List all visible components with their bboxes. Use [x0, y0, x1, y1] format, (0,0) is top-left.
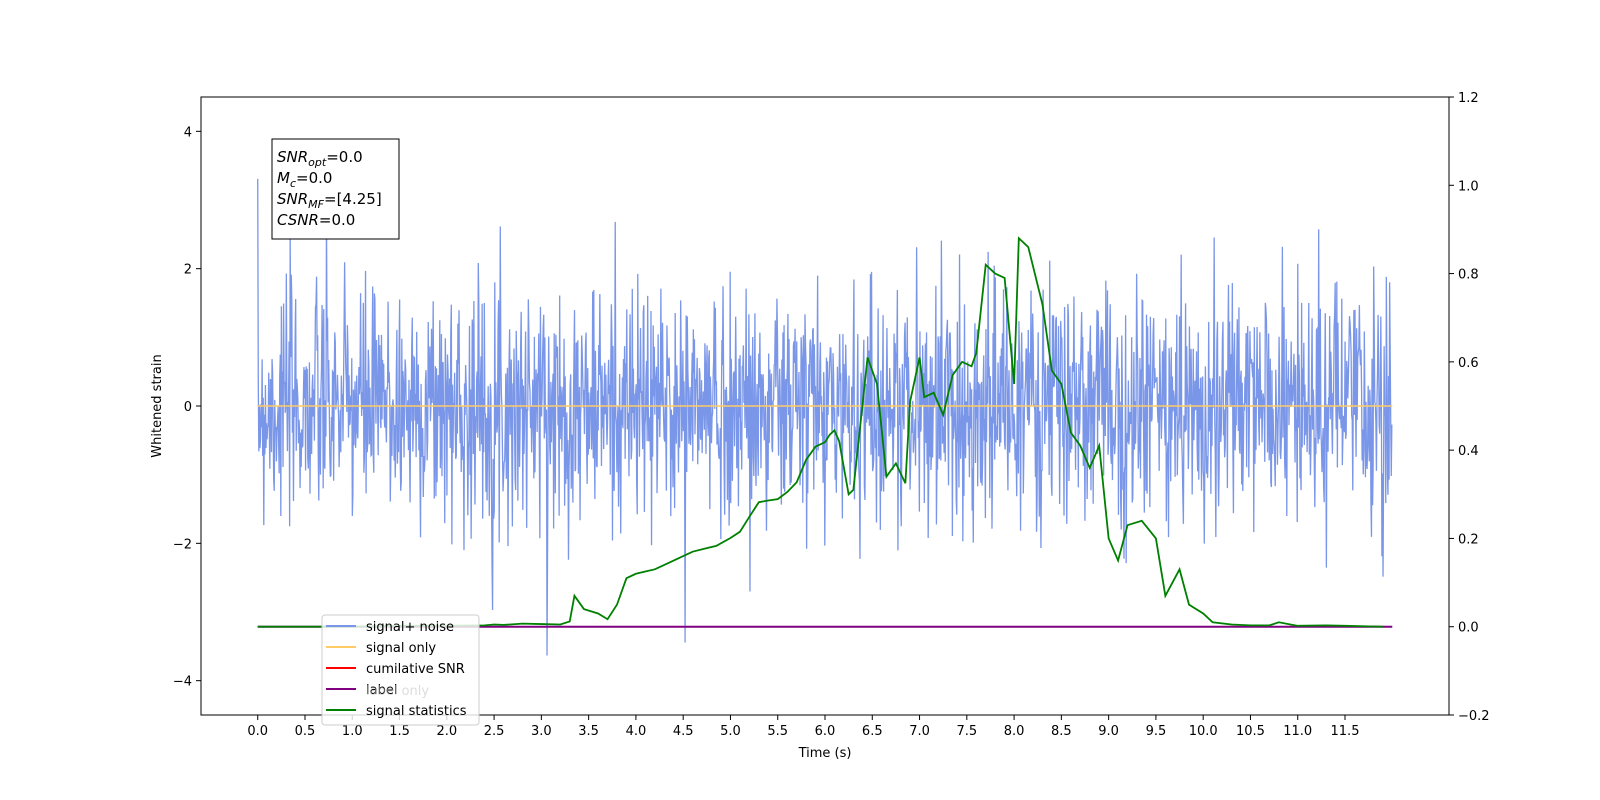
- x-axis-ticks: 0.0 0.5 1.0 1.5 2.0 2.5 3.0 3.5 4.0 4.5 5.0 5.5 6.0 6…: [247, 715, 1359, 739]
- y-right-axis-ticks: −0.2 0.0 0.2 0.4 0.6 0.8 1.0 1.2: [1449, 91, 1490, 724]
- y-left-axis-ticks: −4 −2 0 2 4: [173, 125, 201, 690]
- y-right-tick-label: −0.2: [1458, 709, 1490, 724]
- x-tick-label: 2.0: [436, 724, 457, 739]
- x-tick-label: 5.0: [720, 724, 741, 739]
- x-tick-label: 11.5: [1331, 724, 1360, 739]
- x-tick-label: 7.5: [956, 724, 977, 739]
- info-box-frame: [271, 138, 400, 240]
- info-line: SNRopt=0.0: [277, 148, 363, 169]
- x-tick-label: 11.0: [1283, 724, 1312, 739]
- legend-label: cumilative SNR: [366, 662, 465, 677]
- x-tick-label: 2.5: [484, 724, 505, 739]
- info-line: CSNR=0.0: [277, 211, 355, 229]
- x-tick-label: 6.0: [815, 724, 836, 739]
- y-right-tick-label: 0.4: [1458, 444, 1479, 459]
- y-right-tick-label: 0.0: [1458, 621, 1479, 636]
- y-right-tick-label: 0.6: [1458, 356, 1479, 371]
- legend-label: signal+ noise: [366, 620, 454, 635]
- info-line: Mc=0.0: [277, 169, 332, 190]
- legend-label: label: [366, 683, 397, 698]
- legend-label: signal statistics: [366, 704, 467, 719]
- x-tick-label: 9.0: [1098, 724, 1119, 739]
- legend-frame: [321, 614, 480, 726]
- y-left-tick-label: −4: [173, 675, 192, 690]
- x-tick-label: 0.5: [295, 724, 316, 739]
- x-axis-label: Time (s): [798, 746, 852, 761]
- y-right-tick-label: 0.8: [1458, 268, 1479, 283]
- y-right-tick-label: 0.2: [1458, 532, 1479, 547]
- x-tick-label: 0.0: [247, 724, 268, 739]
- y-right-tick-label: 1.2: [1458, 91, 1479, 106]
- x-tick-label: 8.0: [1004, 724, 1025, 739]
- x-tick-label: 4.0: [626, 724, 647, 739]
- x-tick-label: 3.0: [531, 724, 552, 739]
- legend-label: signal only: [366, 641, 436, 656]
- x-tick-label: 3.5: [578, 724, 599, 739]
- info-line: SNRMF=[4.25]: [277, 190, 382, 211]
- legend-overlap-text: label only: [366, 684, 429, 699]
- x-tick-label: 9.5: [1146, 724, 1167, 739]
- series-signal-statistics-line: [257, 236, 1383, 628]
- x-tick-label: 1.5: [389, 724, 410, 739]
- y-left-tick-label: 4: [184, 125, 192, 140]
- series-signal-plus-noise-line: [257, 178, 1393, 656]
- y-right-tick-label: 1.0: [1458, 179, 1479, 194]
- x-tick-label: 4.5: [673, 724, 694, 739]
- x-tick-label: 1.0: [342, 724, 363, 739]
- legend: signal+ noise signal only cumilative SNR la…: [321, 614, 480, 726]
- y-left-tick-label: −2: [173, 537, 192, 552]
- x-tick-label: 8.5: [1051, 724, 1072, 739]
- x-tick-label: 10.5: [1236, 724, 1265, 739]
- x-tick-label: 5.5: [767, 724, 788, 739]
- x-tick-label: 10.0: [1189, 724, 1218, 739]
- y-left-tick-label: 0: [184, 400, 192, 415]
- x-tick-label: 6.5: [862, 724, 883, 739]
- x-tick-label: 7.0: [909, 724, 930, 739]
- y-axis-label: Whitened strain: [150, 354, 165, 457]
- y-left-tick-label: 2: [184, 263, 192, 278]
